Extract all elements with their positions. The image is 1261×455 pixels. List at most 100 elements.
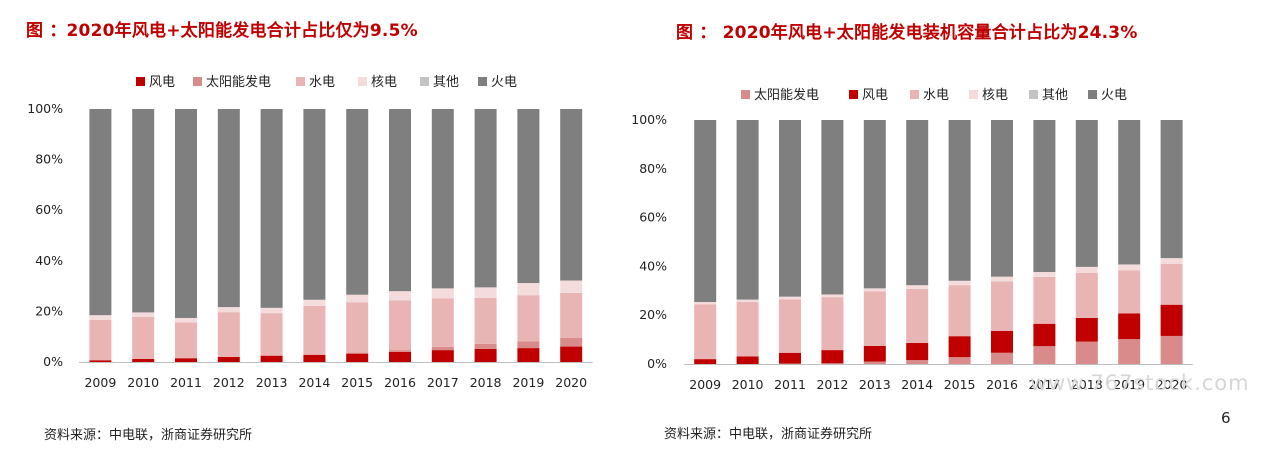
right-bar-2017-1 bbox=[1033, 346, 1056, 364]
right-bar-2010-4 bbox=[736, 299, 759, 303]
left-bar-2013-1 bbox=[260, 355, 283, 362]
left-legend-swatch-1 bbox=[136, 77, 145, 86]
left-y-tick-label: 40% bbox=[35, 253, 63, 268]
left-y-tick-label: 100% bbox=[27, 101, 63, 116]
left-bar-2009-4 bbox=[89, 315, 112, 321]
left-x-tick-label: 2009 bbox=[84, 375, 116, 390]
right-bar-2019-4 bbox=[1118, 264, 1141, 271]
left-bar-2010-1 bbox=[132, 358, 155, 362]
left-bar-2017-3 bbox=[431, 298, 454, 347]
left-bar-2020-1 bbox=[560, 346, 583, 362]
right-bar-2016-4 bbox=[991, 276, 1013, 282]
left-bar-2018-2 bbox=[474, 343, 497, 349]
left-chart-title: 图 ：2020年风电+太阳能发电合计占比仅为9.5% bbox=[26, 21, 418, 41]
right-y-tick-label: 60% bbox=[639, 210, 667, 225]
right-x-tick-label: 2011 bbox=[774, 377, 806, 392]
right-source-note: 资料来源：中电联，浙商证券研究所 bbox=[664, 427, 873, 442]
left-bar-2019-4 bbox=[517, 283, 540, 296]
left-bar-2020-2 bbox=[560, 337, 583, 347]
left-bar-2015-6 bbox=[346, 109, 369, 295]
right-bar-2019-1 bbox=[1118, 339, 1141, 364]
right-bar-2012-4 bbox=[821, 294, 844, 298]
left-bar-2012-4 bbox=[217, 307, 240, 313]
right-bar-2013-1 bbox=[863, 361, 886, 364]
right-bar-2019-6 bbox=[1118, 120, 1141, 265]
right-legend-swatch-6 bbox=[1088, 90, 1097, 99]
left-bar-2014-2 bbox=[303, 354, 326, 355]
right-bar-2017-4 bbox=[1033, 272, 1056, 277]
right-bar-2016-6 bbox=[991, 120, 1013, 277]
left-bar-2018-6 bbox=[474, 109, 497, 288]
right-legend-label-3: 水电 bbox=[923, 88, 949, 103]
right-chart-panel: 图 ： 2020年风电+太阳能发电装机容量合计占比为24.3% 太阳能发电 风电 水… bbox=[630, 0, 1261, 455]
right-bar-2015-1 bbox=[948, 357, 971, 364]
right-bar-2011-6 bbox=[779, 120, 801, 297]
left-bar-2018-4 bbox=[474, 287, 497, 298]
left-x-tick-label: 2019 bbox=[512, 375, 544, 390]
right-legend-swatch-2 bbox=[849, 90, 858, 99]
left-bar-2016-6 bbox=[389, 109, 411, 292]
left-legend-label-2: 太阳能发电 bbox=[206, 74, 271, 90]
right-bar-2013-3 bbox=[863, 291, 886, 346]
right-legend-label-6: 火电 bbox=[1101, 88, 1127, 103]
left-bar-2020-4 bbox=[560, 280, 583, 293]
left-bar-2010-3 bbox=[132, 316, 155, 359]
right-bar-2014-4 bbox=[906, 285, 929, 289]
right-bar-2020-4 bbox=[1160, 258, 1183, 264]
right-y-tick-label: 0% bbox=[647, 356, 667, 371]
left-bar-2018-1 bbox=[474, 348, 497, 362]
left-bar-2017-6 bbox=[431, 109, 454, 289]
right-x-tick-label: 2015 bbox=[944, 377, 976, 392]
right-bar-2019-2 bbox=[1118, 313, 1141, 340]
left-bar-2010-4 bbox=[132, 312, 155, 317]
left-bar-2009-1 bbox=[89, 360, 112, 362]
right-bar-2013-4 bbox=[863, 288, 886, 292]
right-x-tick-label: 2016 bbox=[986, 377, 1018, 392]
left-bar-2014-4 bbox=[303, 299, 326, 306]
right-bar-2020-3 bbox=[1160, 263, 1183, 305]
left-x-tick-label: 2011 bbox=[170, 375, 202, 390]
right-bar-2010-6 bbox=[736, 120, 759, 300]
right-bar-2017-2 bbox=[1033, 323, 1056, 347]
left-bar-2014-3 bbox=[303, 305, 326, 355]
right-legend-label-4: 核电 bbox=[982, 88, 1008, 103]
left-bar-2012-1 bbox=[217, 356, 240, 362]
left-bar-2016-4 bbox=[389, 291, 411, 301]
left-source-note: 资料来源：中电联，浙商证券研究所 bbox=[44, 428, 253, 443]
left-bar-2017-2 bbox=[431, 346, 454, 351]
page-number: 6 bbox=[1221, 409, 1231, 427]
right-y-tick-label: 20% bbox=[639, 307, 667, 322]
right-y-tick-label: 100% bbox=[631, 112, 667, 127]
left-y-tick-label: 60% bbox=[35, 202, 63, 217]
right-bar-2018-6 bbox=[1075, 120, 1098, 267]
right-bar-2009-4 bbox=[694, 302, 717, 305]
right-bar-2009-6 bbox=[694, 120, 717, 303]
left-bar-2017-1 bbox=[431, 350, 454, 362]
left-x-tick-label: 2013 bbox=[256, 375, 288, 390]
left-bar-2013-3 bbox=[260, 313, 283, 356]
left-bar-2015-1 bbox=[346, 353, 369, 362]
right-bar-2012-6 bbox=[821, 120, 844, 295]
left-legend-swatch-5 bbox=[420, 77, 429, 86]
right-bar-2011-3 bbox=[779, 299, 801, 353]
left-bar-2020-6 bbox=[560, 109, 583, 281]
left-bar-2020-3 bbox=[560, 292, 583, 338]
right-x-tick-label: 2020 bbox=[1156, 377, 1188, 392]
left-bar-2013-6 bbox=[260, 109, 283, 308]
right-bar-2016-2 bbox=[991, 330, 1013, 353]
right-bar-2014-6 bbox=[906, 120, 929, 286]
left-bar-2016-2 bbox=[389, 350, 411, 352]
right-bar-2009-3 bbox=[694, 304, 717, 360]
left-legend-label-5: 其他 bbox=[433, 75, 459, 90]
left-bar-2014-1 bbox=[303, 354, 326, 362]
left-legend-swatch-6 bbox=[478, 77, 487, 86]
right-bar-2019-3 bbox=[1118, 270, 1141, 314]
left-bar-2015-3 bbox=[346, 302, 369, 353]
left-bar-2019-1 bbox=[517, 348, 540, 362]
left-legend-label-3: 水电 bbox=[309, 75, 335, 90]
right-legend-label-2: 风电 bbox=[862, 88, 888, 103]
left-bar-2009-6 bbox=[89, 109, 112, 316]
right-y-tick-label: 40% bbox=[639, 258, 667, 273]
left-bar-2015-2 bbox=[346, 352, 369, 354]
left-y-tick-label: 80% bbox=[35, 152, 63, 167]
